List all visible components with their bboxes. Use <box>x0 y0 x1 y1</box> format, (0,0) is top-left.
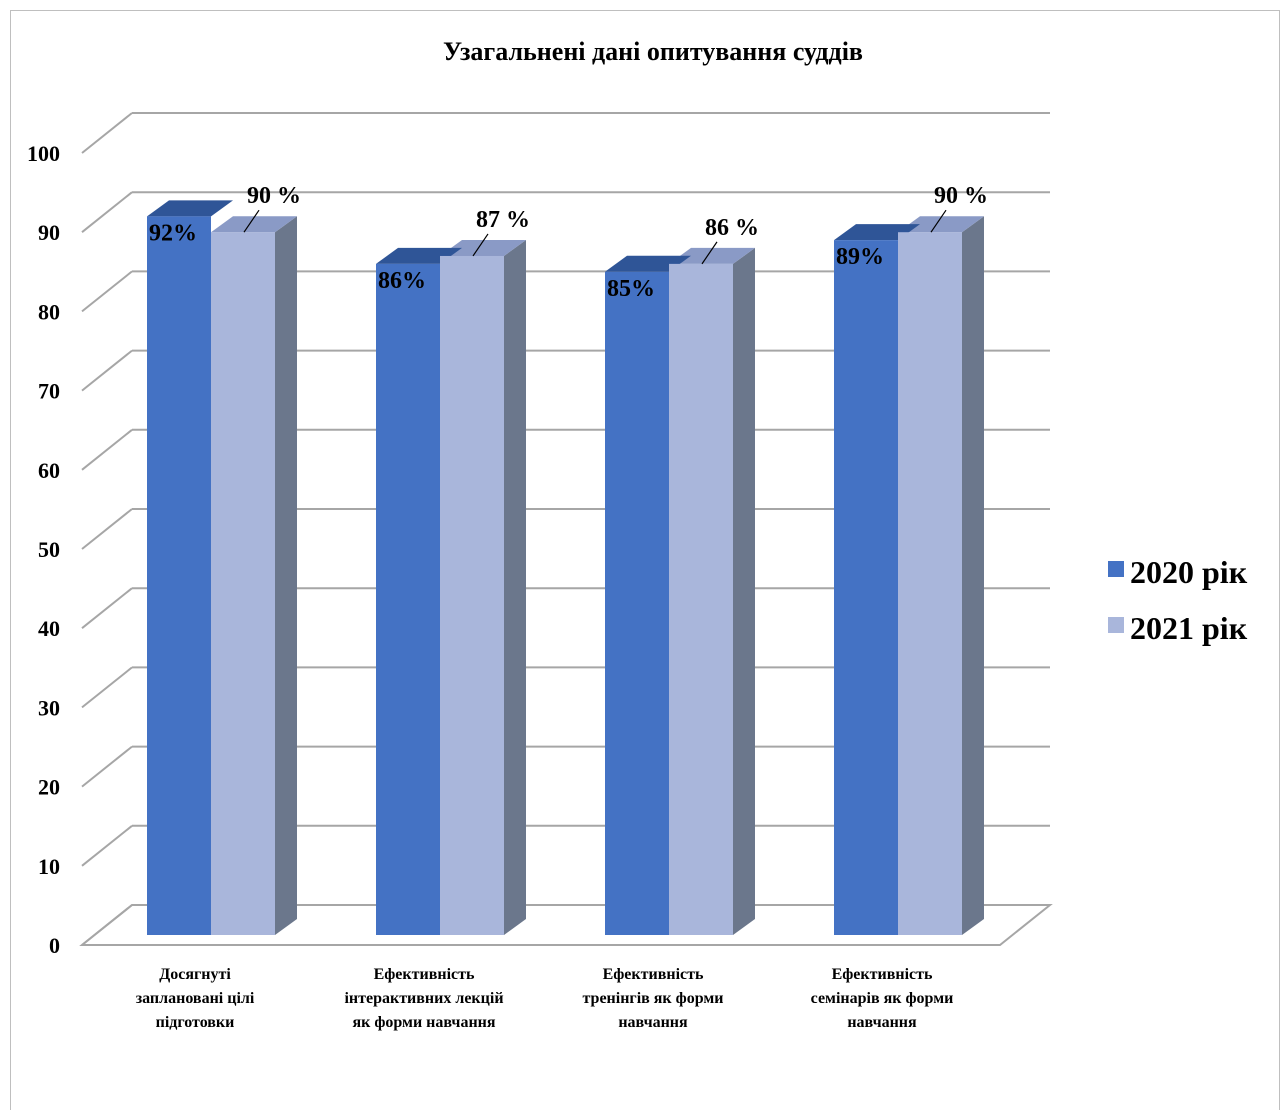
gridline-side <box>81 508 133 550</box>
data-label-2021: 87 % <box>476 207 530 233</box>
bar-2021-top <box>211 216 297 233</box>
data-label-leader <box>472 233 489 257</box>
gridline-side <box>81 587 133 629</box>
legend-entry: 2020 рік <box>1130 554 1248 590</box>
bar-2020 <box>147 216 211 936</box>
category-label: Ефективність <box>374 966 475 983</box>
y-tick-label: 60 <box>38 458 60 483</box>
legend-entry: 2021 рік <box>1130 610 1248 646</box>
gridline-side <box>81 112 133 154</box>
bar-2020-top <box>147 200 233 217</box>
y-tick-label: 40 <box>38 616 60 641</box>
y-tick-label: 20 <box>38 775 60 800</box>
legend-swatch <box>1108 617 1124 633</box>
category-label: тренінгів як форми <box>582 990 723 1007</box>
data-label-leader <box>930 209 947 233</box>
category-label: Ефективність <box>832 966 933 983</box>
bar-2020 <box>834 240 898 935</box>
data-label-2021: 90 % <box>247 183 301 209</box>
data-label-2020: 89% <box>836 244 884 270</box>
bar-2021-side <box>733 247 755 935</box>
y-tick-label: 10 <box>38 854 60 879</box>
bars <box>147 200 984 936</box>
category-label: семінарів як форми <box>811 990 954 1007</box>
data-label-2021: 90 % <box>934 183 988 209</box>
category-labels: Досягнуті заплановані цілі підготовки Ефект… <box>136 966 954 1031</box>
bar-2021 <box>669 263 733 935</box>
legend-swatch <box>1108 561 1124 577</box>
bar-2021 <box>211 232 275 935</box>
gridline-side <box>81 349 133 392</box>
chart-frame <box>10 10 1280 1110</box>
bar-2020 <box>605 271 669 935</box>
bar-2021-top <box>669 247 755 264</box>
data-label-2021: 86 % <box>705 215 759 241</box>
data-label-2020: 85% <box>607 276 655 302</box>
category-label: навчання <box>847 1014 917 1031</box>
data-label-2020: 92% <box>149 220 197 246</box>
y-tick-label: 0 <box>49 933 60 958</box>
bar-2021 <box>440 255 504 935</box>
bar-2021-top <box>898 216 984 233</box>
gridline-side <box>81 270 133 313</box>
gridline-side <box>81 745 133 788</box>
data-label-leader <box>701 241 718 265</box>
category-label: інтерактивних лекцій <box>344 990 503 1007</box>
y-tick-label: 90 <box>38 220 60 245</box>
gridline-side <box>81 191 133 233</box>
category-label: Досягнуті <box>159 966 231 983</box>
y-tick-label: 100 <box>27 141 60 166</box>
y-tick-label: 50 <box>38 537 60 562</box>
bar-2021-side <box>504 239 526 935</box>
bar-2021-side <box>275 216 297 935</box>
bar-2021-top <box>440 239 526 256</box>
chart-title: Узагальнені дані опитування суддів <box>443 37 863 66</box>
gridline-side <box>81 825 133 867</box>
gridline-side <box>81 904 133 946</box>
y-axis-ticks: 0 10 20 30 40 50 60 70 80 90 100 <box>27 141 60 958</box>
data-labels: 92% 90 % 86% 87 % 85% 86 % 89% 90 % <box>149 183 988 302</box>
y-tick-label: 30 <box>38 695 60 720</box>
gridline-side <box>81 666 133 709</box>
legend: 2020 рік 2021 рік <box>1108 554 1248 646</box>
category-label: як форми навчання <box>352 1014 495 1031</box>
y-tick-label: 80 <box>38 299 60 324</box>
gridline-side <box>81 429 133 471</box>
bar-2020 <box>376 263 440 935</box>
bar-2021-side <box>962 216 984 935</box>
data-label-leader <box>243 209 260 233</box>
y-tick-label: 70 <box>38 379 60 404</box>
category-label: підготовки <box>156 1014 235 1031</box>
category-label: навчання <box>618 1014 688 1031</box>
bar-2021 <box>898 232 962 935</box>
category-label: Ефективність <box>603 966 704 983</box>
category-label: заплановані цілі <box>136 990 255 1007</box>
data-label-2020: 86% <box>378 268 426 294</box>
